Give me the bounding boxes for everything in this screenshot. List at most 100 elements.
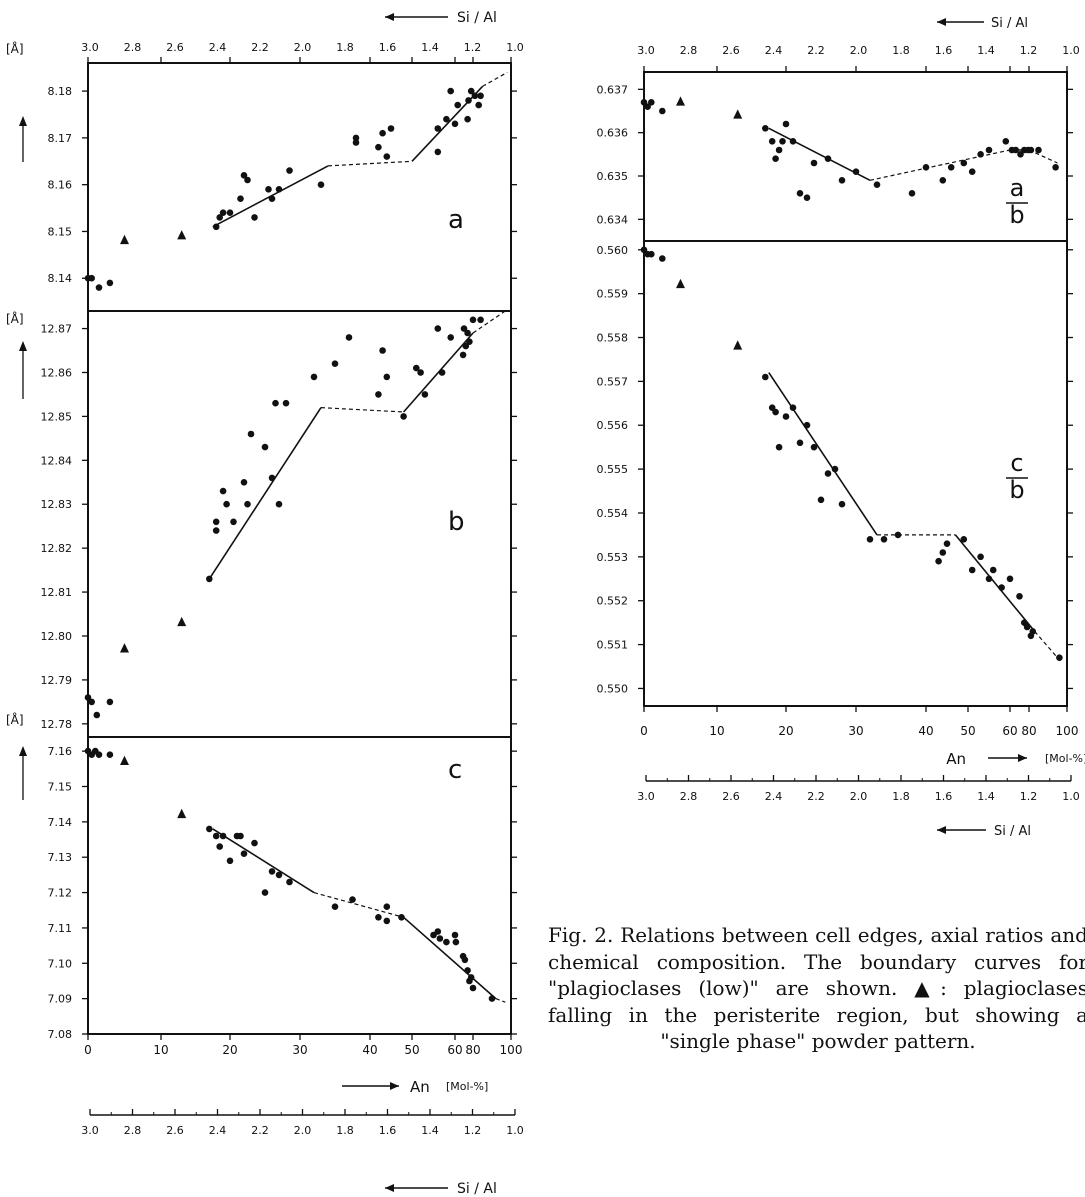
data-point-a <box>352 139 360 146</box>
si-al-tick-label-bottom-right: 2.0 <box>850 790 868 803</box>
data-point-cb <box>1023 623 1031 631</box>
data-point-b <box>106 698 114 706</box>
data-point-a <box>451 120 459 128</box>
data-point-c <box>461 956 469 964</box>
unit-label-a: [Å] <box>6 41 24 56</box>
data-point-c <box>106 751 114 758</box>
si-al-tick-label-bottom-left: 3.0 <box>81 1124 99 1137</box>
triangle-point-a <box>120 234 129 245</box>
data-point-c <box>349 896 356 903</box>
axis-labels: a b c 8.14 8.15 8.16 8.17 8.18 12.78 12.79 12.8… <box>6 10 1085 1197</box>
an-tick-label-right: 30 <box>848 724 863 738</box>
data-point-b <box>466 338 473 346</box>
data-point-cb <box>935 557 942 565</box>
y-tick-label-c: 7.13 <box>48 851 73 864</box>
data-point-cb <box>894 531 902 539</box>
si-al-top-label-left: 3.0 <box>81 41 99 54</box>
data-point-b <box>379 347 386 354</box>
boundary-solid-cb <box>768 372 878 536</box>
data-point-ab <box>772 155 779 162</box>
data-point-a <box>475 101 483 109</box>
data-point-cb <box>1006 575 1014 583</box>
si-al-top-label-right: 2.8 <box>680 44 698 57</box>
up-arrow-a-head <box>19 116 27 126</box>
y-tick-label-ab: 0.637 <box>597 83 629 96</box>
figure-caption: Fig. 2. Relations between cell edges, ax… <box>548 923 1085 1053</box>
data-point-cb <box>968 566 976 574</box>
data-point-cb <box>960 536 968 543</box>
an-label-left: An <box>410 1078 430 1096</box>
y-tick-label-b: 12.81 <box>41 586 73 599</box>
triangle-point-ab <box>733 109 743 119</box>
data-point-b <box>464 329 471 337</box>
si-al-top-label-left: 2.4 <box>209 41 227 54</box>
an-tick-label-left: 100 <box>500 1043 523 1057</box>
data-point-a <box>447 87 455 95</box>
data-point-cb <box>775 443 783 451</box>
si-al-top-label-left: 2.2 <box>251 41 269 54</box>
si-al-tick-label-bottom-left: 2.8 <box>124 1124 142 1137</box>
si-al-tick-label-bottom-right: 3.0 <box>637 790 655 803</box>
si-al-tick-label-bottom-left: 1.2 <box>464 1124 482 1137</box>
data-point-cb <box>943 540 951 547</box>
an-label-right: An <box>946 750 966 768</box>
triangle-point-ab <box>676 96 685 106</box>
data-point-cb <box>796 439 804 447</box>
data-point-cb <box>977 553 984 561</box>
data-point-cb <box>810 443 818 451</box>
data-point-a <box>212 223 220 231</box>
an-tick-label-left: 80 <box>465 1043 480 1057</box>
data-point-a <box>434 125 442 132</box>
si-al-tick-label-bottom-right: 2.4 <box>765 790 783 803</box>
data-point-ab <box>1002 138 1010 145</box>
data-point-c <box>467 974 475 981</box>
unit-label-b: [Å] <box>6 311 24 326</box>
data-point-cb <box>998 584 1005 591</box>
an-arrow-left-head <box>390 1082 399 1090</box>
y-tick-label-b: 12.79 <box>41 674 73 687</box>
data-point-b <box>345 334 353 341</box>
an-tick-label-left: 40 <box>362 1043 377 1057</box>
boundary-dashed-c <box>313 892 404 918</box>
data-point-cb <box>838 500 846 508</box>
data-point-c <box>251 839 258 847</box>
y-tick-label-b: 12.86 <box>41 366 73 379</box>
boundary-solid-c <box>403 916 497 1000</box>
data-point-b <box>84 694 92 701</box>
an-tick-label-right: 20 <box>778 724 793 738</box>
an-tick-label-right: 0 <box>640 724 648 738</box>
data-point-b <box>477 316 484 324</box>
si-al-arrow-top-right-head <box>937 18 946 26</box>
data-point-c <box>383 917 391 925</box>
data-point-ab <box>947 164 955 171</box>
an-tick-label-right: 40 <box>918 724 933 738</box>
an-unit-left: [Mol-%] <box>446 1080 488 1093</box>
data-point-a <box>251 214 258 221</box>
si-al-tick-label-bottom-right: 1.2 <box>1020 790 1038 803</box>
data-point-b <box>447 334 455 341</box>
y-tick-label-cb: 0.556 <box>597 419 629 432</box>
data-point-ab <box>644 103 651 110</box>
data-point-ab <box>1017 151 1024 158</box>
si-al-label-bottom-left: Si / Al <box>457 1181 497 1197</box>
data-point-a <box>88 274 95 282</box>
y-tick-label-cb: 0.555 <box>597 463 629 476</box>
si-al-tick-label-bottom-left: 2.6 <box>166 1124 184 1137</box>
si-al-arrow-top-left-head <box>385 13 394 21</box>
an-tick-label-right: 50 <box>960 724 975 738</box>
an-tick-label-right: 100 <box>1056 724 1079 738</box>
si-al-arrow-bottom-right-head <box>937 826 946 834</box>
si-al-top-label-right: 1.2 <box>1020 44 1038 57</box>
data-point-ab <box>985 146 993 154</box>
si-al-top-label-right: 1.6 <box>935 44 953 57</box>
data-point-c <box>488 995 496 1002</box>
si-al-top-label-left: 2.6 <box>166 41 184 54</box>
data-point-b <box>459 351 467 359</box>
data-point-ab <box>977 151 984 158</box>
data-point-a <box>106 279 114 287</box>
data-point-a <box>434 148 442 156</box>
data-point-c <box>443 938 450 946</box>
data-point-b <box>247 430 255 438</box>
si-al-top-label-right: 2.2 <box>807 44 825 57</box>
data-point-b <box>88 698 95 706</box>
